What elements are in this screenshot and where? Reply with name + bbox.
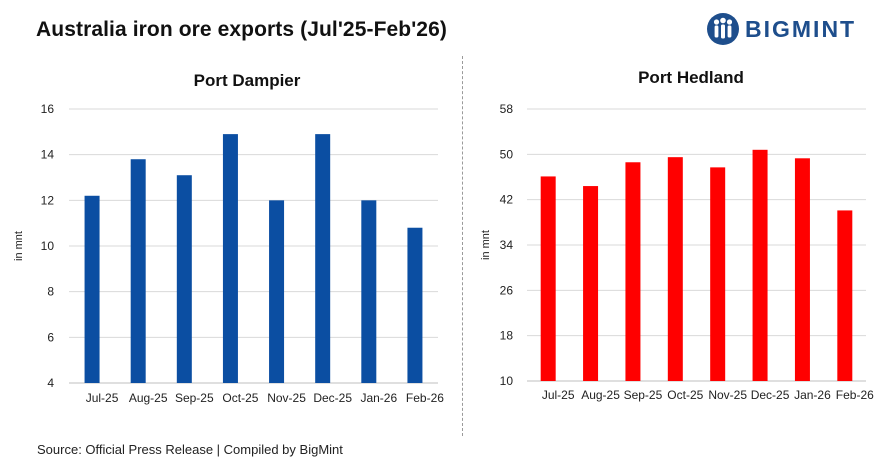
y-tick-label-hedland: 10 (500, 374, 514, 388)
y-tick-label-hedland: 18 (500, 329, 514, 343)
bar-hedland (752, 149, 768, 381)
x-tick-label-hedland: Feb-26 (836, 388, 874, 402)
y-tick-label-hedland: 42 (500, 193, 514, 207)
x-tick-label-dampier: Jan-26 (360, 391, 397, 405)
x-tick-label-hedland: Nov-25 (708, 388, 747, 402)
bar-hedland (710, 167, 726, 381)
bar-dampier (269, 200, 285, 383)
x-tick-label-dampier: Feb-26 (406, 391, 444, 405)
page-title: Australia iron ore exports (Jul'25-Feb'2… (36, 18, 447, 41)
y-tick-label-hedland: 50 (500, 147, 514, 161)
x-tick-label-dampier: Jul-25 (86, 391, 119, 405)
chart-divider (462, 56, 463, 436)
brand-name: BIGMINT (745, 15, 857, 42)
chart-title-hedland: Port Hedland (638, 68, 744, 87)
y-tick-label-dampier: 8 (47, 285, 54, 299)
bar-dampier (130, 159, 146, 383)
bar-hedland (794, 158, 810, 381)
y-axis-label-hedland: in mnt (480, 230, 492, 260)
y-tick-label-dampier: 16 (41, 102, 55, 116)
bar-hedland (837, 210, 853, 381)
bar-hedland (583, 186, 599, 381)
x-tick-label-hedland: Aug-25 (581, 388, 620, 402)
bar-dampier (315, 134, 331, 383)
chart-title-dampier: Port Dampier (194, 71, 301, 90)
x-tick-label-hedland: Oct-25 (667, 388, 703, 402)
chart-port-dampier: Port Dampier in mnt 4 6 8 10 12 14 16 Jul-25 Aug-2… (13, 71, 444, 405)
y-tick-label-hedland: 26 (500, 283, 514, 297)
brand-logo: BIGMINT (706, 12, 856, 46)
y-axis-label-dampier: in mnt (13, 231, 25, 261)
bar-dampier (222, 134, 238, 383)
y-tick-label-dampier: 12 (41, 193, 55, 207)
bar-dampier (84, 195, 100, 383)
bar-hedland (540, 176, 556, 381)
source-note: Source: Official Press Release | Compile… (37, 442, 343, 457)
bar-hedland (667, 157, 683, 381)
chart-port-hedland: Port Hedland in mnt 10 18 26 34 42 50 58 Jul-25 Au… (480, 68, 874, 402)
x-tick-label-hedland: Dec-25 (751, 388, 790, 402)
x-tick-label-dampier: Oct-25 (222, 391, 258, 405)
bar-dampier (361, 200, 377, 383)
y-tick-label-dampier: 14 (41, 148, 55, 162)
x-tick-label-dampier: Aug-25 (129, 391, 168, 405)
y-tick-label-dampier: 6 (47, 330, 54, 344)
y-tick-label-hedland: 34 (500, 238, 514, 252)
y-tick-label-dampier: 10 (41, 239, 55, 253)
x-tick-label-dampier: Nov-25 (267, 391, 306, 405)
x-tick-label-dampier: Sep-25 (175, 391, 214, 405)
x-tick-label-hedland: Jul-25 (542, 388, 575, 402)
bar-dampier (407, 227, 423, 383)
bar-dampier (176, 175, 192, 383)
bar-hedland (625, 162, 641, 381)
x-tick-label-hedland: Sep-25 (624, 388, 663, 402)
x-tick-label-hedland: Jan-26 (794, 388, 831, 402)
y-tick-label-hedland: 58 (500, 102, 514, 116)
y-tick-label-dampier: 4 (47, 376, 54, 390)
x-tick-label-dampier: Dec-25 (313, 391, 352, 405)
bigmint-people-logo-icon (707, 13, 739, 45)
